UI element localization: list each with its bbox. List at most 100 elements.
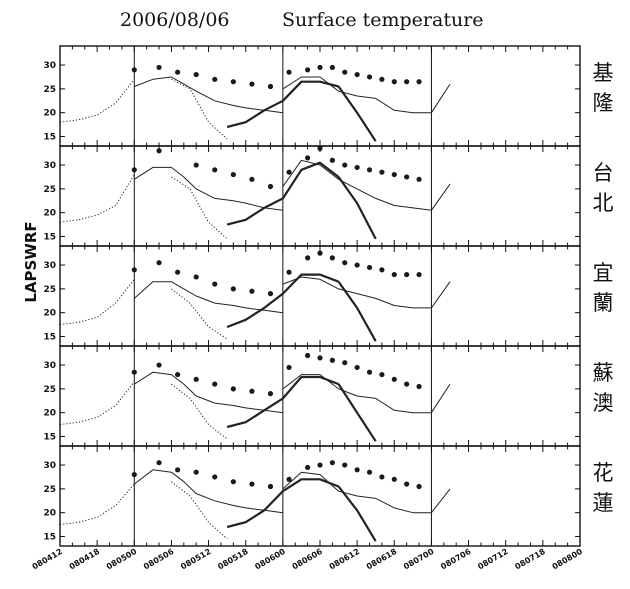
panel-frame [59, 245, 581, 347]
panel-frame [59, 145, 581, 247]
observation-point [329, 255, 335, 261]
observation-point [379, 267, 385, 273]
observation-point [267, 391, 274, 397]
observation-point [416, 483, 422, 490]
series-line [59, 174, 135, 223]
observation-point [329, 460, 335, 466]
x-tick-label: 080700 [402, 547, 436, 572]
observation-point [342, 360, 348, 366]
observation-point [416, 271, 422, 278]
observation-point [416, 176, 422, 182]
station-label: 隆 [593, 91, 614, 115]
observation-point [131, 471, 137, 478]
series-line [133, 281, 283, 314]
observation-point [212, 381, 218, 387]
y-tick-label: 15 [43, 532, 56, 542]
y-tick-label: 25 [43, 85, 56, 95]
panel: 15 20 25 30 台北 [43, 145, 614, 247]
x-tick-label: 080412 [31, 547, 64, 571]
station-label: 蓮 [593, 491, 614, 515]
y-tick-label: 30 [43, 261, 56, 271]
observation-point [267, 183, 274, 190]
observation-point [342, 69, 348, 75]
observation-point [249, 388, 255, 394]
observation-point [354, 71, 360, 78]
observation-point [230, 386, 236, 392]
observation-point [329, 64, 335, 71]
panel: 15 20 25 30 蘇澳 [43, 345, 614, 447]
chart-title-date: 2006/08/06 [120, 9, 230, 31]
observation-point [379, 371, 385, 378]
series-line [282, 76, 451, 114]
y-tick-label: 25 [43, 285, 56, 295]
observation-point [391, 271, 397, 278]
observation-point [249, 288, 255, 294]
observation-point [212, 281, 218, 287]
observation-point [404, 271, 410, 278]
station-label: 宜 [593, 261, 614, 285]
y-tick-label: 20 [43, 309, 56, 319]
observation-point [366, 74, 373, 80]
y-tick-label: 20 [43, 109, 56, 119]
observation-point [354, 467, 360, 473]
station-label: 北 [593, 191, 614, 215]
station-label: 澳 [593, 391, 614, 415]
observation-point [416, 79, 422, 85]
observation-point [342, 162, 348, 168]
observation-point [416, 383, 422, 390]
series-line [337, 485, 377, 542]
observation-point [156, 64, 162, 71]
observation-point [175, 467, 181, 473]
observation-point [175, 69, 181, 75]
x-tick-label: 080712 [476, 547, 509, 571]
y-tick-label: 25 [43, 385, 56, 395]
observation-point [317, 64, 323, 71]
x-tick-label: 080518 [216, 547, 250, 572]
observation-point [193, 469, 199, 475]
x-tick-label: 080418 [68, 547, 102, 572]
observation-point [366, 167, 373, 173]
series-line [282, 159, 451, 211]
y-tick-label: 15 [43, 332, 56, 342]
observation-point [156, 260, 162, 266]
series-line [59, 278, 135, 326]
observation-point [391, 476, 397, 482]
series-line [282, 374, 451, 414]
series-line [171, 78, 228, 140]
observation-point [317, 250, 323, 256]
y-tick-label: 15 [43, 232, 56, 242]
series-line [171, 481, 228, 540]
series-line [59, 483, 135, 526]
y-tick-label: 20 [43, 409, 56, 419]
y-tick-label: 25 [43, 185, 56, 195]
observation-point [212, 76, 218, 82]
observation-point [404, 381, 410, 387]
observation-point [131, 167, 137, 173]
y-tick-label: 30 [43, 461, 56, 471]
observation-point [131, 369, 137, 375]
series-line [59, 78, 135, 123]
chart-title: Surface temperature [282, 9, 484, 31]
series-line [133, 469, 283, 514]
observation-point [366, 369, 373, 375]
x-tick-label: 080606 [291, 547, 325, 572]
observation-point [249, 481, 255, 487]
observation-point [175, 371, 181, 378]
y-axis-label: LAPSWRF [22, 221, 40, 302]
observation-point [156, 362, 162, 368]
series-line [171, 383, 228, 440]
panel-frame [59, 45, 581, 147]
x-tick-label: 080612 [328, 547, 361, 571]
observation-point [131, 267, 137, 273]
observation-point [212, 167, 218, 173]
x-tick-label: 080706 [439, 547, 473, 572]
series-line [171, 288, 228, 340]
observation-point [230, 479, 236, 485]
observation-point [193, 162, 199, 168]
observation-point [317, 355, 323, 361]
x-tick-label: 080512 [179, 547, 212, 571]
series-line [171, 176, 228, 240]
station-label: 蘇 [593, 361, 614, 385]
series-line [337, 176, 377, 240]
